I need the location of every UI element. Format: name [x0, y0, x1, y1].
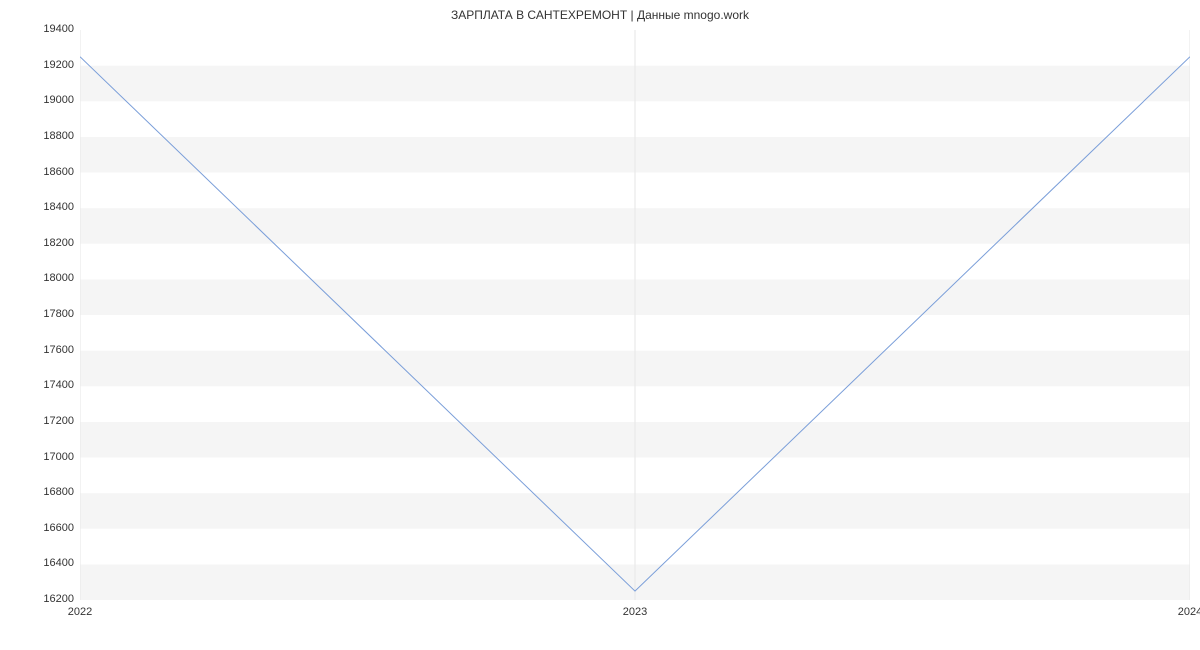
chart-container: ЗАРПЛАТА В САНТЕХРЕМОНТ | Данные mnogo.w… — [0, 0, 1200, 650]
y-tick-label: 16400 — [24, 557, 74, 569]
y-tick-label: 18800 — [24, 130, 74, 142]
y-tick-label: 18400 — [24, 201, 74, 213]
y-tick-label: 18200 — [24, 237, 74, 249]
y-tick-label: 16600 — [24, 522, 74, 534]
y-tick-label: 18600 — [24, 166, 74, 178]
y-tick-label: 17600 — [24, 344, 74, 356]
chart-title: ЗАРПЛАТА В САНТЕХРЕМОНТ | Данные mnogo.w… — [0, 8, 1200, 22]
chart-svg — [80, 30, 1190, 600]
y-tick-label: 17800 — [24, 308, 74, 320]
x-tick-label: 2023 — [623, 606, 647, 618]
y-tick-label: 16800 — [24, 486, 74, 498]
x-tick-label: 2024 — [1178, 606, 1200, 618]
plot-area — [80, 30, 1190, 600]
y-tick-label: 19000 — [24, 94, 74, 106]
y-tick-label: 16200 — [24, 593, 74, 605]
y-tick-label: 17000 — [24, 451, 74, 463]
y-tick-label: 19200 — [24, 59, 74, 71]
y-tick-label: 18000 — [24, 272, 74, 284]
y-tick-label: 17200 — [24, 415, 74, 427]
x-tick-label: 2022 — [68, 606, 92, 618]
y-tick-label: 17400 — [24, 379, 74, 391]
y-tick-label: 19400 — [24, 23, 74, 35]
